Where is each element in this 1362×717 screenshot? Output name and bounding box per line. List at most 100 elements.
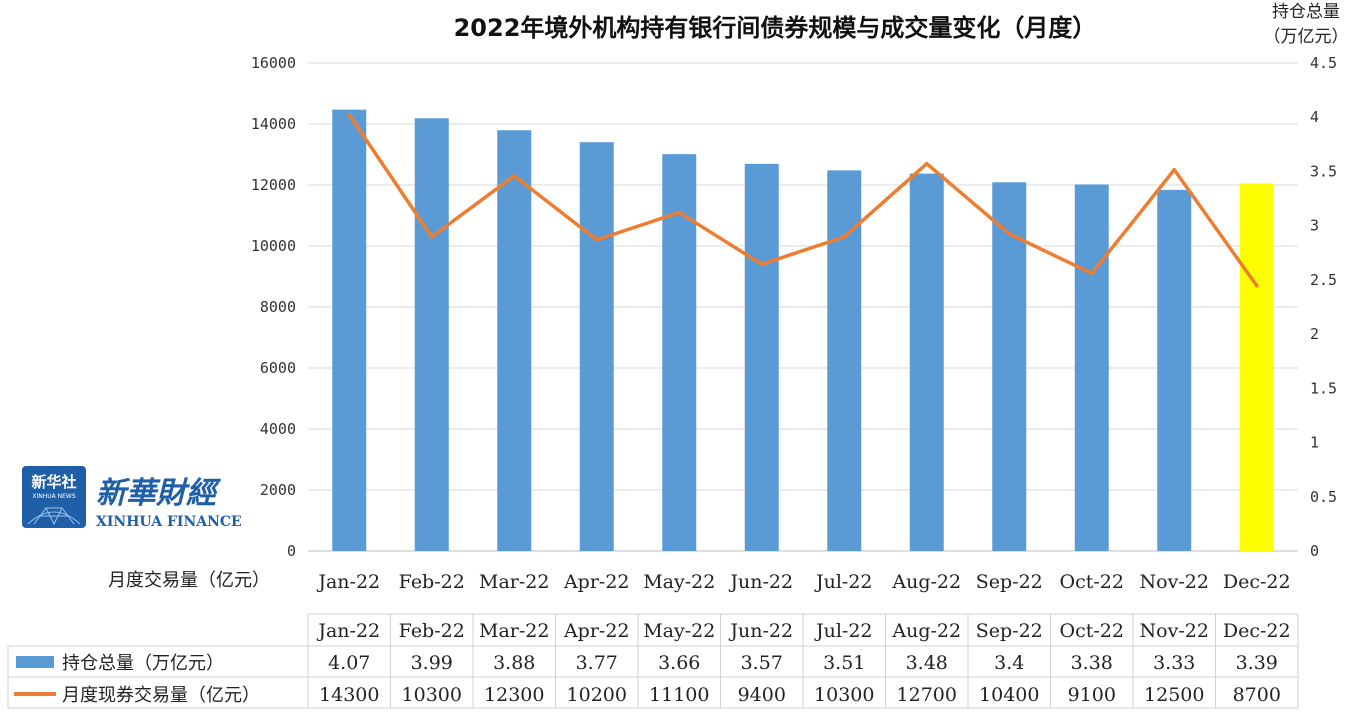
table-value-cell: 12300 [484, 684, 544, 706]
xinhua-logo: 新华社 XINHUA NEWS 新華財經 XINHUA FINANCE [22, 466, 242, 530]
table-value-cell: 10400 [979, 684, 1039, 706]
x-tick-label: Apr-22 [563, 571, 630, 593]
bar [1239, 183, 1274, 551]
legend-label: 持仓总量（万亿元） [62, 653, 224, 674]
x-tick-label: Oct-22 [1060, 571, 1124, 593]
left-axis-title: 月度交易量（亿元） [108, 570, 270, 591]
table-value-cell: 3.51 [823, 652, 865, 674]
table-value-cell: 11100 [649, 684, 709, 706]
bar [827, 170, 862, 552]
table-header-cell: Jul-22 [814, 620, 873, 642]
data-table: Jan-22 Feb-22 Mar-22 Apr-22 May-22 Jun-22 Jul-… [7, 613, 1299, 709]
table-value-cell: 12700 [897, 684, 957, 706]
x-tick-label: Mar-22 [479, 571, 549, 593]
bar [497, 130, 532, 552]
right-tick-label: 2 [1310, 325, 1319, 343]
x-tick-label: Feb-22 [399, 571, 465, 593]
x-tick-label: Aug-22 [891, 571, 961, 593]
table-value-cell: 14300 [319, 684, 379, 706]
gridlines [308, 62, 1298, 552]
left-tick-label: 14000 [251, 115, 296, 133]
line-point [759, 262, 764, 267]
table-header-cell: Sep-22 [976, 620, 1043, 642]
right-tick-label: 4.5 [1310, 54, 1337, 72]
table-header-cell: Dec-22 [1223, 620, 1291, 642]
right-axis-ticks: 0 0.5 1 1.5 2 2.5 3 3.5 4 4.5 [1310, 54, 1337, 560]
badge-text: 新华社 [31, 473, 76, 491]
table-value-cell: 3.38 [1071, 652, 1113, 674]
bar [744, 163, 779, 551]
table-value-cell: 3.48 [906, 652, 948, 674]
line-point [924, 161, 929, 166]
brand-cn-text: 新華財經 [96, 476, 221, 511]
table-value-cell: 3.57 [741, 652, 783, 674]
line-series [347, 113, 1259, 288]
table-value-cell: 3.88 [493, 652, 535, 674]
table-value-cell: 8700 [1233, 684, 1281, 706]
x-tick-label: Sep-22 [976, 571, 1043, 593]
right-tick-label: 1 [1310, 434, 1319, 452]
table-value-cell: 9100 [1068, 684, 1116, 706]
table-header-cell: Jun-22 [728, 620, 793, 642]
table-header-cell: Jan-22 [316, 620, 380, 642]
x-tick-label: May-22 [643, 571, 715, 593]
table-value-cell: 3.33 [1153, 652, 1195, 674]
table-value-cell: 10300 [402, 684, 462, 706]
right-axis-title-line2: （万亿元） [1264, 27, 1349, 47]
x-tick-label: Nov-22 [1140, 571, 1209, 593]
table-header-cell: Mar-22 [479, 620, 549, 642]
right-tick-label: 3.5 [1310, 162, 1337, 180]
table-value-cell: 10200 [567, 684, 627, 706]
x-axis-ticks: Jan-22 Feb-22 Mar-22 Apr-22 May-22 Jun-22 Jul-… [316, 571, 1290, 593]
line-point [677, 210, 682, 215]
line-point [1089, 271, 1094, 276]
x-tick-label: Dec-22 [1223, 571, 1291, 593]
right-tick-label: 1.5 [1310, 379, 1337, 397]
left-tick-label: 12000 [251, 176, 296, 194]
table-header-cell: Oct-22 [1060, 620, 1124, 642]
left-axis-ticks: 0 2000 4000 6000 8000 10000 12000 14000 16000 [251, 54, 296, 560]
table-value-cell: 3.77 [576, 652, 618, 674]
table-value-cell: 9400 [738, 684, 786, 706]
right-tick-label: 0 [1310, 542, 1319, 560]
right-tick-label: 2.5 [1310, 271, 1337, 289]
right-tick-label: 3 [1310, 217, 1319, 235]
line-point [429, 235, 434, 239]
globe-mesh-icon [27, 507, 81, 526]
bar [909, 173, 944, 551]
table-value-cell: 3.99 [411, 652, 453, 674]
line-point [512, 174, 517, 178]
table-header-cell: Nov-22 [1140, 620, 1209, 642]
brand-en-text: XINHUA FINANCE [96, 514, 242, 530]
legend-bar-swatch [16, 656, 54, 668]
line-point [1172, 167, 1177, 172]
table-header-cell: Aug-22 [891, 620, 961, 642]
x-tick-label: Jun-22 [728, 571, 793, 593]
left-tick-label: 4000 [260, 420, 296, 438]
line-point [1007, 232, 1012, 236]
line-point [842, 235, 847, 239]
line-point [1254, 283, 1259, 288]
right-tick-label: 4 [1310, 108, 1319, 126]
line-point [594, 238, 599, 242]
badge-subtext: XINHUA NEWS [32, 493, 75, 500]
xinhua-badge-icon [22, 466, 86, 528]
left-tick-label: 10000 [251, 237, 296, 255]
table-value-cell: 3.66 [658, 652, 700, 674]
left-tick-label: 8000 [260, 298, 296, 316]
bar [992, 182, 1027, 552]
table-header-cell: May-22 [643, 620, 715, 642]
right-axis-title-line1: 持仓总量 [1272, 2, 1340, 22]
table-value-cell: 4.07 [328, 652, 370, 674]
bar-series [332, 109, 1274, 552]
bar [1074, 184, 1109, 552]
left-tick-label: 6000 [260, 359, 296, 377]
bar [414, 118, 449, 551]
line-point [347, 113, 352, 117]
x-tick-label: Jul-22 [814, 571, 873, 593]
chart-title: 2022年境外机构持有银行间债券规模与成交量变化（月度） [454, 14, 1097, 42]
table-value-cell: 12500 [1144, 684, 1204, 706]
table-header-cell: Apr-22 [563, 620, 630, 642]
x-tick-label: Jan-22 [316, 571, 380, 593]
